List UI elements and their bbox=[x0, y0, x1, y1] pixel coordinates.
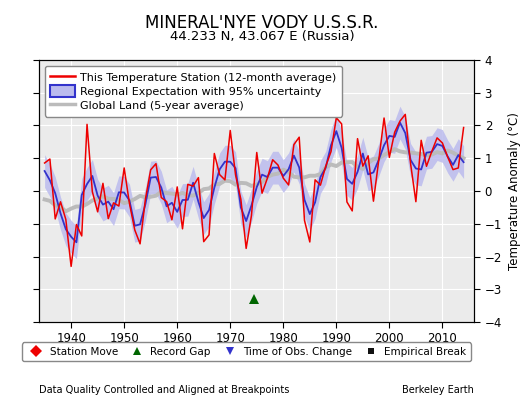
Text: MINERAL'NYE VODY U.S.S.R.: MINERAL'NYE VODY U.S.S.R. bbox=[145, 14, 379, 32]
Legend: This Temperature Station (12-month average), Regional Expectation with 95% uncer: This Temperature Station (12-month avera… bbox=[45, 66, 342, 116]
Text: Berkeley Earth: Berkeley Earth bbox=[402, 385, 474, 395]
Legend: Station Move, Record Gap, Time of Obs. Change, Empirical Break: Station Move, Record Gap, Time of Obs. C… bbox=[22, 342, 471, 361]
Text: Data Quality Controlled and Aligned at Breakpoints: Data Quality Controlled and Aligned at B… bbox=[39, 385, 290, 395]
Text: 44.233 N, 43.067 E (Russia): 44.233 N, 43.067 E (Russia) bbox=[170, 30, 354, 43]
Y-axis label: Temperature Anomaly (°C): Temperature Anomaly (°C) bbox=[508, 112, 520, 270]
